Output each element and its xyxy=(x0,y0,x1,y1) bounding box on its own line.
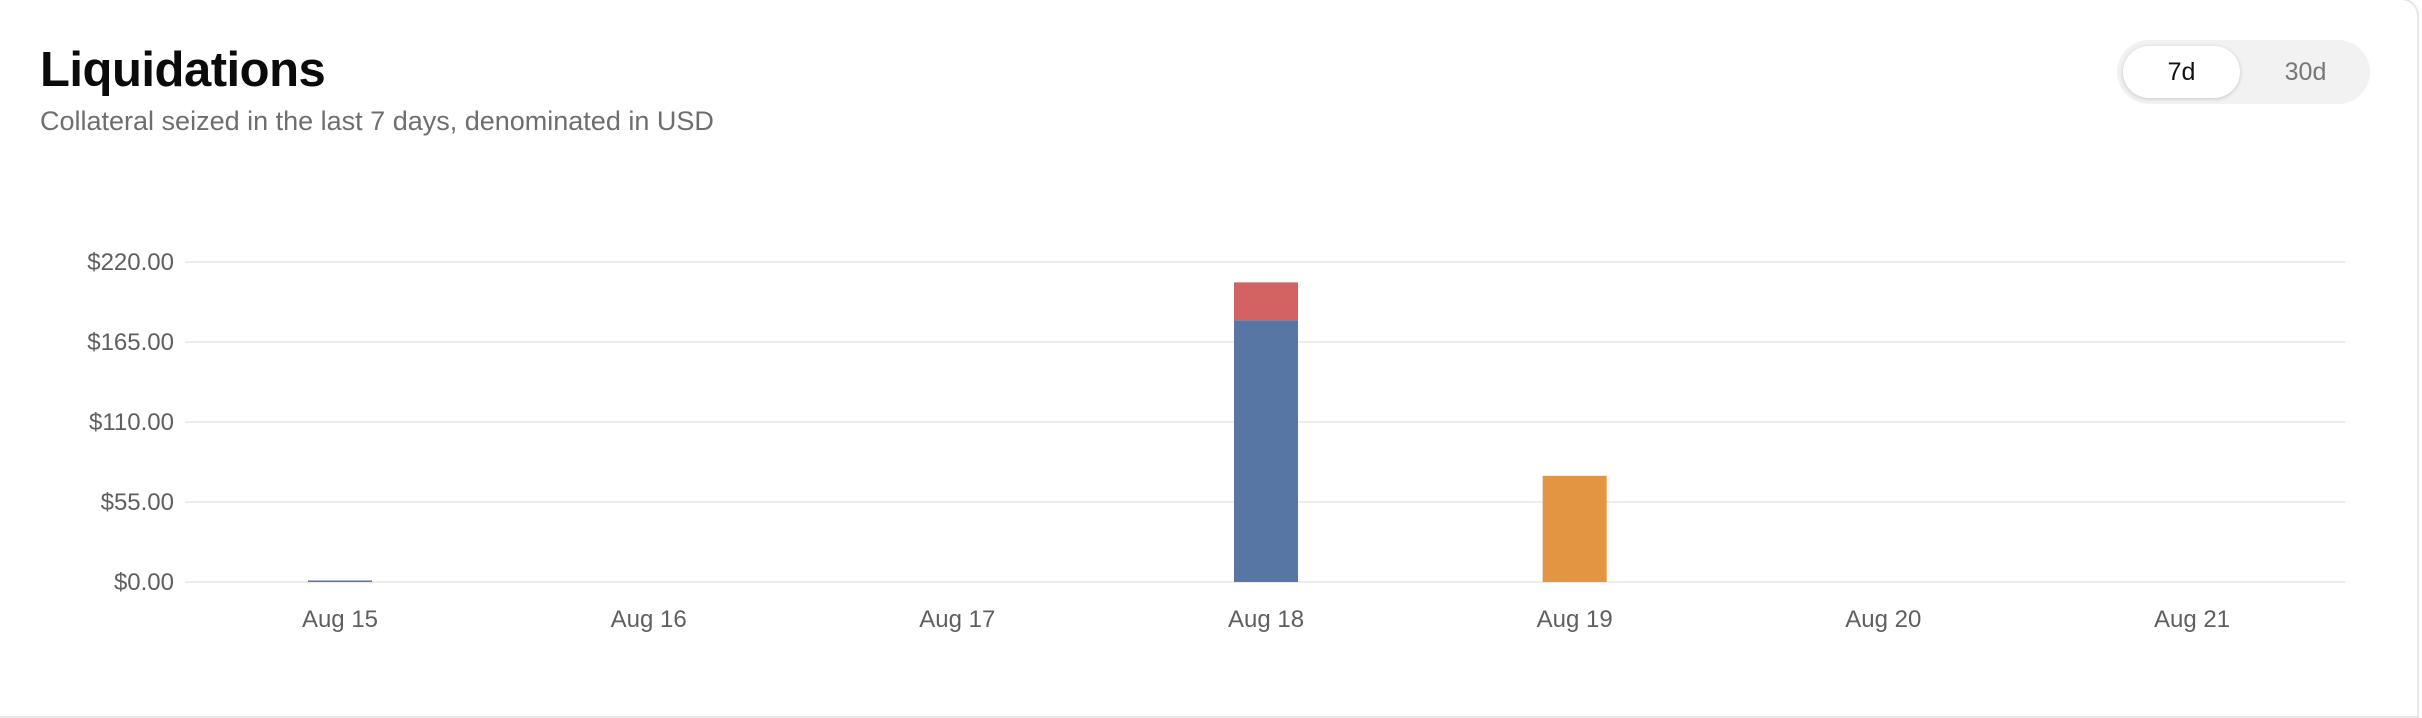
chart-title: Liquidations xyxy=(40,43,326,97)
y-tick-label: $110.00 xyxy=(89,409,174,436)
bar-segment[interactable] xyxy=(1542,475,1607,582)
y-tick-label: $55.00 xyxy=(101,489,174,516)
bar-segment[interactable] xyxy=(308,580,372,583)
x-tick-label: Aug 17 xyxy=(919,606,995,633)
y-tick-label: $165.00 xyxy=(87,329,174,356)
x-tick-label: Aug 18 xyxy=(1228,606,1304,633)
range-option-30d[interactable]: 30d xyxy=(2284,58,2327,86)
x-tick-label: Aug 16 xyxy=(611,606,687,633)
x-tick-label: Aug 21 xyxy=(2154,606,2230,633)
y-tick-label: $220.00 xyxy=(87,249,174,276)
y-tick-label: $0.00 xyxy=(114,569,174,596)
time-range-toggle: 7d 30d xyxy=(2117,40,2370,104)
x-tick-label: Aug 15 xyxy=(302,606,378,633)
x-tick-label: Aug 20 xyxy=(1845,606,1921,633)
bar-segment[interactable] xyxy=(1234,320,1299,582)
bar-segment[interactable] xyxy=(1234,282,1299,321)
chart-subtitle: Collateral seized in the last 7 days, de… xyxy=(40,106,714,136)
range-option-7d[interactable]: 7d xyxy=(2123,46,2240,98)
x-tick-label: Aug 19 xyxy=(1537,606,1613,633)
